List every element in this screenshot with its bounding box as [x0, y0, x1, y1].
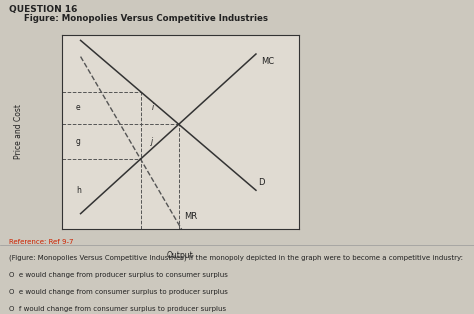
Text: i: i: [151, 103, 154, 112]
Text: Output: Output: [167, 251, 193, 260]
Text: MR: MR: [184, 213, 197, 221]
Text: O  f would change from consumer surplus to producer surplus: O f would change from consumer surplus t…: [9, 306, 227, 312]
Text: O  e would change from producer surplus to consumer surplus: O e would change from producer surplus t…: [9, 272, 228, 278]
Text: D: D: [258, 178, 265, 187]
Text: (Figure: Monopolies Versus Competitive Industries) If the monopoly depicted in t: (Figure: Monopolies Versus Competitive I…: [9, 254, 464, 261]
Text: MC: MC: [261, 57, 274, 66]
Text: h: h: [76, 186, 81, 195]
Text: g: g: [76, 137, 81, 146]
Text: e: e: [76, 103, 81, 112]
Text: Price and Cost: Price and Cost: [15, 104, 23, 160]
Text: O  e would change from consumer surplus to producer surplus: O e would change from consumer surplus t…: [9, 289, 228, 295]
Text: Reference: Ref 9-7: Reference: Ref 9-7: [9, 239, 74, 245]
Text: QUESTION 16: QUESTION 16: [9, 5, 78, 14]
Text: Figure: Monopolies Versus Competitive Industries: Figure: Monopolies Versus Competitive In…: [24, 14, 268, 23]
Text: j: j: [151, 137, 154, 146]
